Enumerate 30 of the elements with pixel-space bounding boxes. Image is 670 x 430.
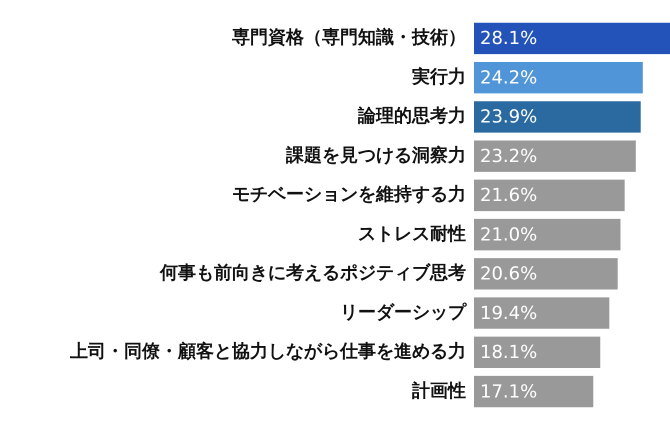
y-tick-label: 課題を見つける洞察力 — [285, 144, 466, 166]
y-tick-label: モチベーションを維持する力 — [232, 184, 466, 206]
bar — [474, 101, 641, 133]
y-tick-label: 専門資格（専門知識・技術） — [231, 27, 466, 48]
bar — [474, 180, 625, 212]
data-label: 23.2% — [480, 146, 538, 167]
bar — [474, 140, 636, 172]
bar — [474, 258, 618, 290]
data-label: 17.1% — [480, 381, 538, 402]
y-tick-label: 何事も前向きに考えるポジティブ思考 — [159, 262, 466, 284]
data-label: 21.0% — [480, 224, 538, 246]
data-label: 21.6% — [480, 185, 538, 206]
data-label: 24.2% — [480, 67, 538, 88]
y-tick-label: 実行力 — [411, 66, 466, 88]
y-tick-label: リーダーシップ — [340, 302, 467, 323]
data-label: 23.9% — [480, 106, 538, 128]
bar — [474, 62, 643, 94]
bar — [474, 376, 594, 408]
bar — [474, 336, 600, 368]
y-tick-label: 上司・同僚・顧客と協力しながら仕事を進める力 — [69, 341, 466, 362]
data-label: 20.6% — [480, 264, 538, 285]
y-tick-label: 論理的思考力 — [357, 106, 466, 127]
data-label: 28.1% — [480, 28, 538, 50]
bar — [474, 22, 670, 54]
data-label: 19.4% — [480, 302, 538, 324]
data-label: 18.1% — [480, 342, 538, 364]
y-tick-label: 計画性 — [411, 380, 466, 402]
bar — [474, 218, 620, 250]
y-tick-label: ストレス耐性 — [358, 223, 466, 244]
bar — [474, 297, 610, 329]
